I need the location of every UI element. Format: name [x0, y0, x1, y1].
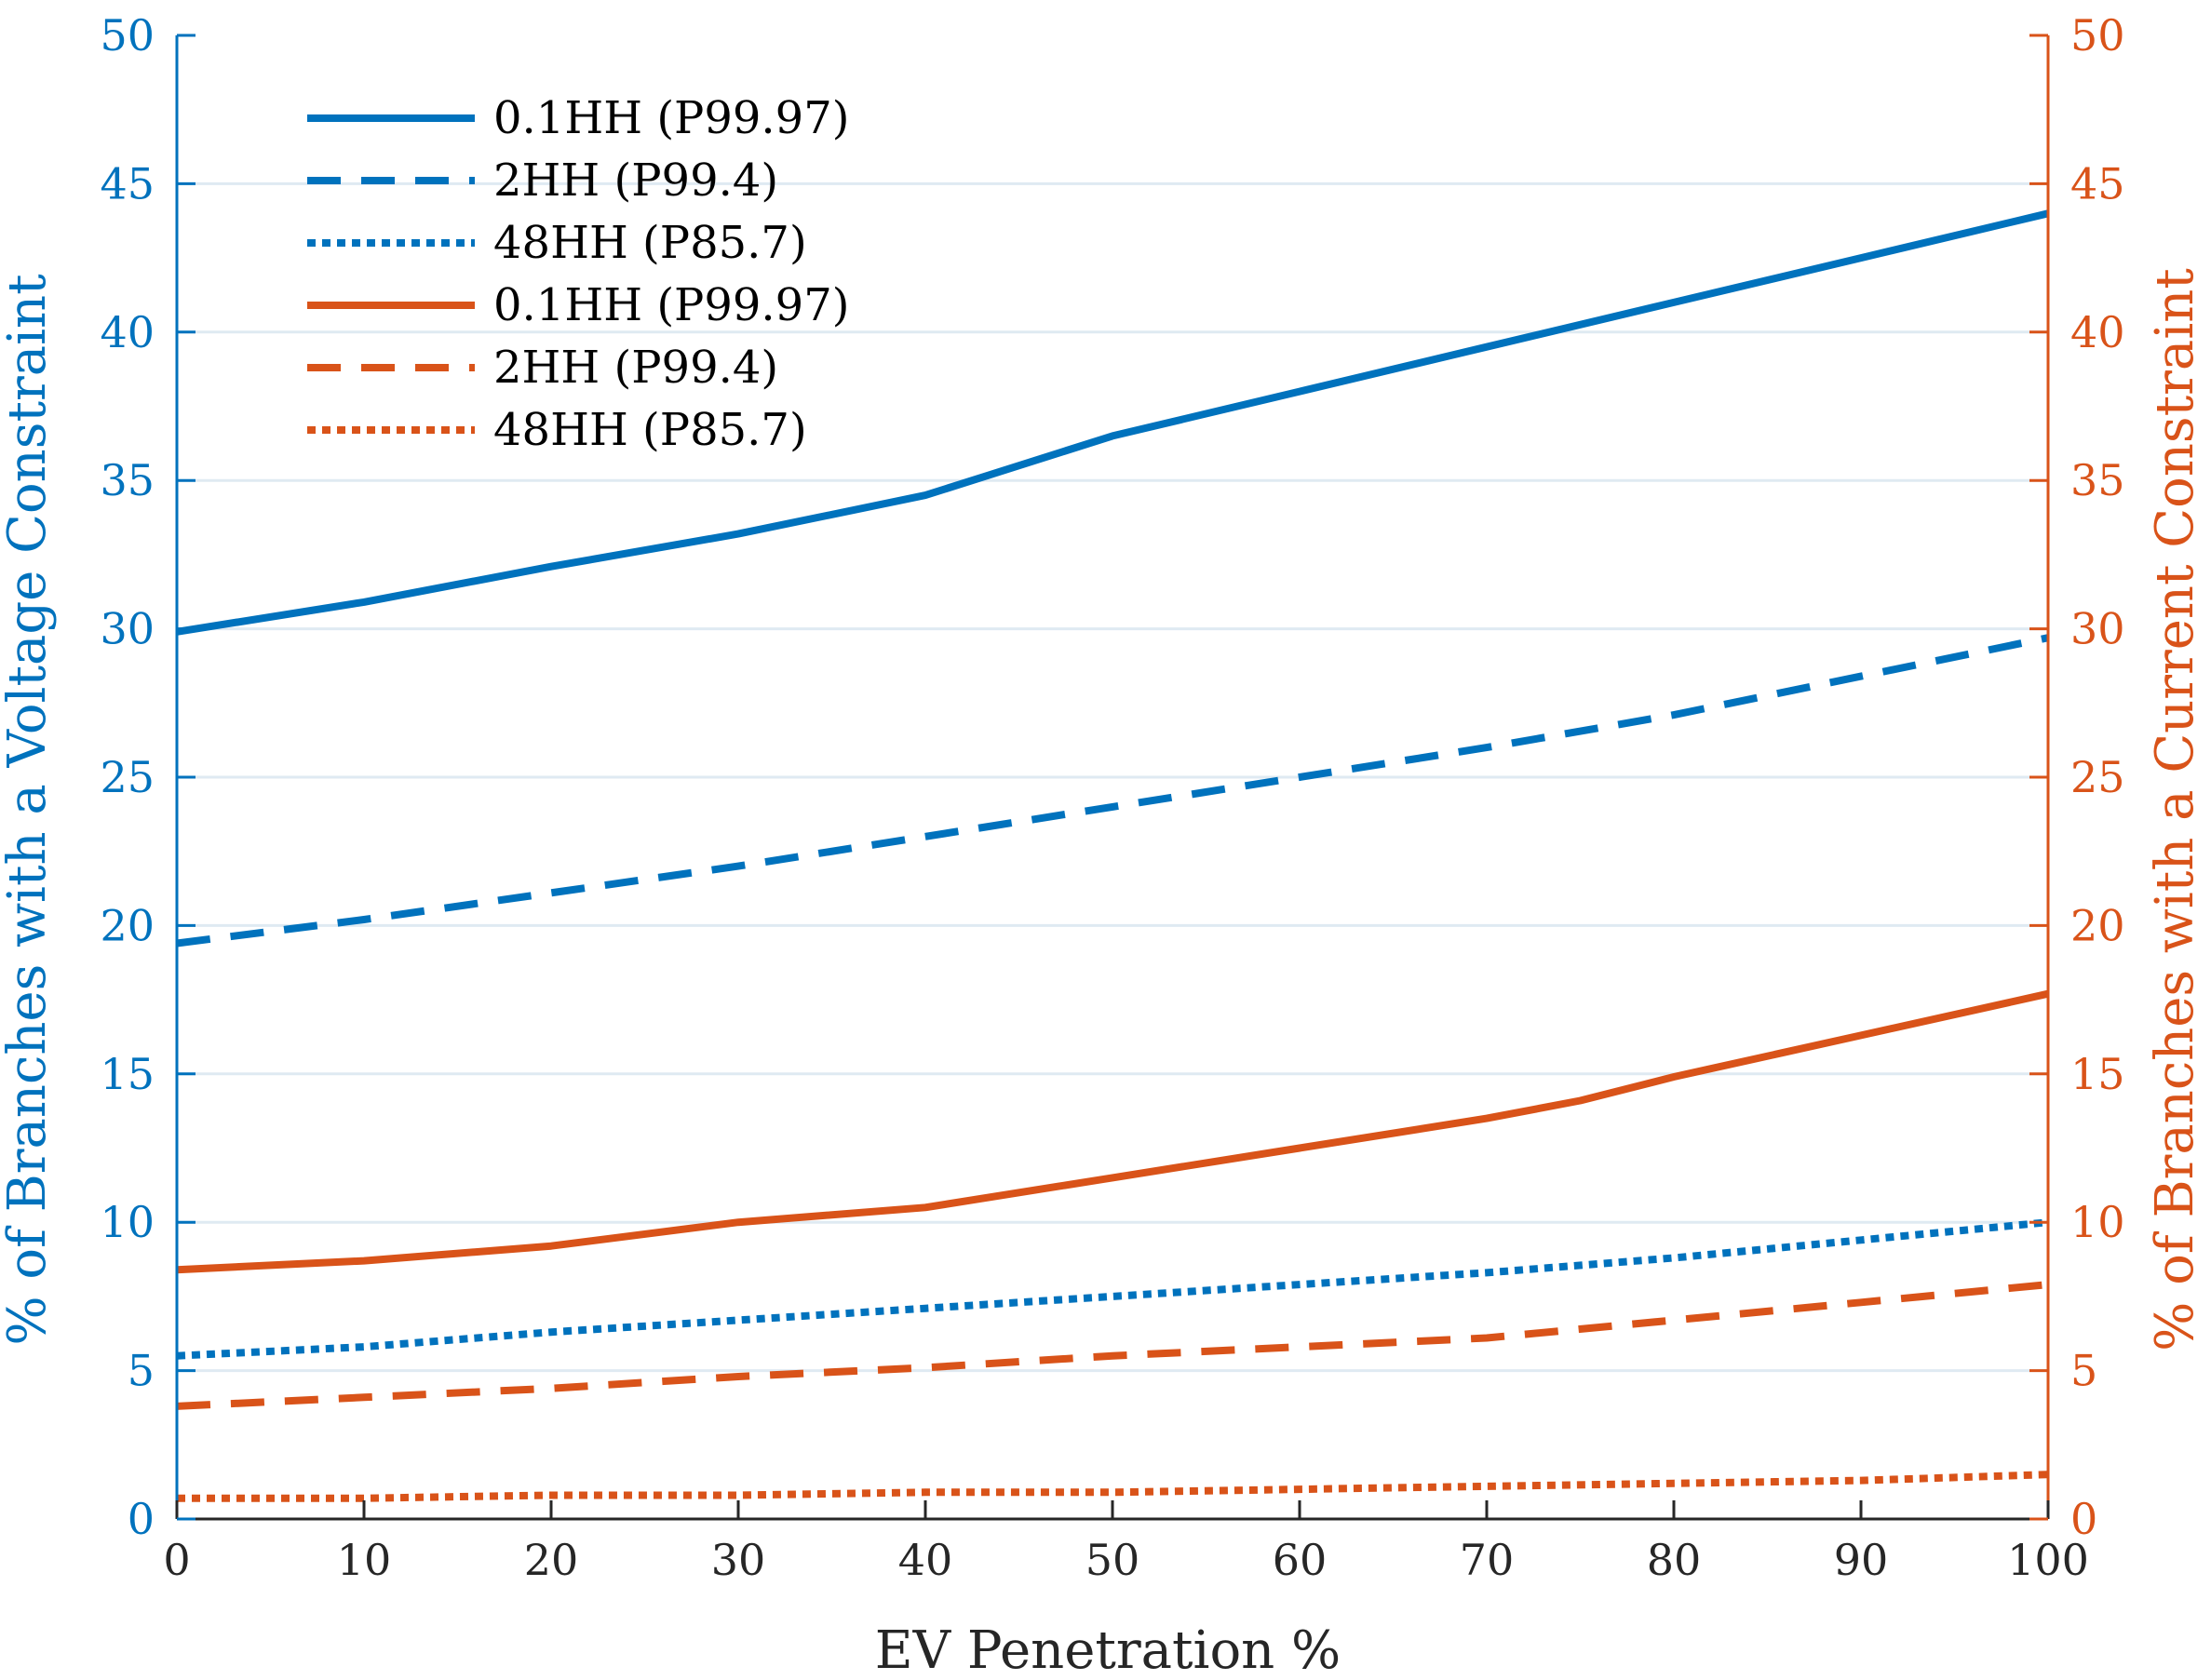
y-tick-label-left: 5 [128, 1346, 155, 1396]
y-tick-label-right: 45 [2070, 158, 2125, 208]
x-tick-label: 100 [2007, 1535, 2089, 1585]
legend: 0.1HH (P99.97) 2HH (P99.4) 48HH (P85.7) 0.1… [307, 92, 849, 456]
y-tick-label-left: 50 [100, 10, 155, 60]
x-tick-label: 50 [1085, 1535, 1140, 1585]
y-tick-label-right: 40 [2070, 307, 2125, 357]
y-tick-label-right: 35 [2070, 455, 2125, 505]
x-tick-label: 10 [337, 1535, 392, 1585]
x-axis-title: EV Penetration % [875, 1620, 1341, 1680]
x-tick-label: 70 [1460, 1535, 1515, 1585]
y-tick-label-left: 20 [100, 900, 155, 950]
y-tick-label-left: 40 [100, 307, 155, 357]
y-tick-label-right: 30 [2070, 604, 2125, 654]
legend-label: 2HH (P99.4) [493, 342, 778, 394]
y-tick-label-left: 45 [100, 158, 155, 208]
y-tick-label-right: 15 [2070, 1049, 2125, 1099]
legend-label: 0.1HH (P99.97) [493, 92, 849, 144]
y-tick-label-right: 10 [2070, 1197, 2125, 1247]
series-line [176, 1281, 2049, 1410]
series-layer [176, 209, 2049, 1502]
legend-label: 48HH (P85.7) [493, 404, 807, 456]
x-tick-label: 30 [711, 1535, 766, 1585]
y-tick-label-left: 10 [100, 1197, 155, 1247]
x-tick-label: 60 [1273, 1535, 1328, 1585]
x-tick-label: 20 [524, 1535, 579, 1585]
series-line [177, 1471, 2049, 1502]
y-tick-label-right: 0 [2070, 1494, 2097, 1544]
legend-label: 0.1HH (P99.97) [493, 279, 849, 331]
x-tick-label: 80 [1647, 1535, 1702, 1585]
y-tick-label-left: 35 [100, 455, 155, 505]
y-tick-label-right: 50 [2070, 10, 2125, 60]
series-line [176, 989, 2049, 1274]
series-line [176, 209, 2049, 636]
y-tick-label-left: 25 [100, 752, 155, 802]
y-tick-label-right: 25 [2070, 752, 2125, 802]
y-axis-title-left: % of Branches with a Voltage Constraint [0, 274, 58, 1346]
y-tick-label-right: 20 [2070, 900, 2125, 950]
series-line [176, 1218, 2049, 1360]
grid-layer [177, 181, 2048, 1373]
legend-label: 2HH (P99.4) [493, 155, 778, 207]
y-tick-label-right: 5 [2070, 1346, 2097, 1396]
ticks-layer: 0 10 20 30 40 50 60 70 80 90 100051015202530354045… [100, 10, 2124, 1585]
y-tick-label-left: 0 [128, 1494, 155, 1544]
legend-label: 48HH (P85.7) [493, 217, 807, 269]
y-tick-label-left: 15 [100, 1049, 155, 1099]
x-tick-label: 90 [1834, 1535, 1889, 1585]
x-tick-label: 0 [163, 1535, 190, 1585]
x-tick-label: 40 [898, 1535, 953, 1585]
series-line [176, 634, 2049, 948]
y-tick-label-left: 30 [100, 604, 155, 654]
y-axis-title-right: % of Branches with a Current Constraint [2145, 268, 2205, 1351]
